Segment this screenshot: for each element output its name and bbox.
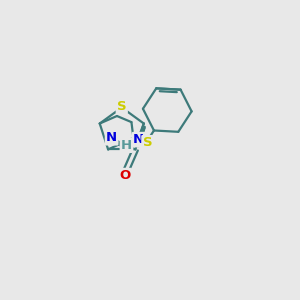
Text: O: O (119, 169, 130, 182)
Text: S: S (142, 136, 152, 149)
Text: S: S (117, 100, 127, 112)
Text: N: N (106, 131, 117, 144)
Text: H: H (121, 139, 132, 152)
Text: N: N (133, 133, 144, 146)
